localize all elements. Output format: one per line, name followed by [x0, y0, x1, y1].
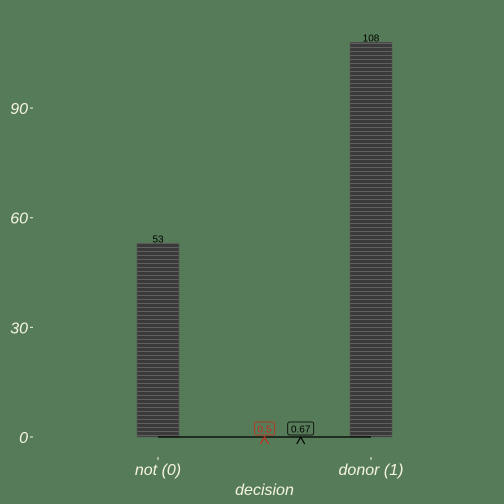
- threshold-label-box: [287, 421, 315, 436]
- y-tick-label: 60: [10, 211, 28, 228]
- threshold-marker: 0.5: [254, 421, 275, 445]
- threshold-label: 0.5: [258, 425, 272, 436]
- bar: [349, 41, 393, 438]
- bar-value-labels: 53 108: [152, 33, 379, 245]
- bar: [136, 242, 180, 438]
- x-tick-label: not (0): [135, 462, 181, 479]
- threshold-caret: [296, 435, 306, 445]
- y-axis: 0 30 60 90: [10, 101, 33, 447]
- threshold-marker: 0.67: [287, 421, 315, 445]
- bar-value-label: 53: [152, 234, 164, 245]
- threshold-label: 0.67: [291, 425, 311, 436]
- x-axis: not (0) donor (1): [135, 457, 404, 479]
- threshold-label-box: [254, 421, 275, 436]
- threshold-annotations: 0.5 0.67: [254, 421, 315, 445]
- threshold-caret: [259, 435, 270, 445]
- bars: [136, 41, 393, 438]
- x-axis-title: decision: [235, 482, 294, 499]
- y-tick-label: 30: [10, 320, 28, 337]
- x-tick-label: donor (1): [339, 462, 404, 479]
- bar-value-label: 108: [363, 33, 380, 44]
- y-tick-label: 90: [10, 101, 28, 118]
- y-tick-label: 0: [19, 430, 28, 447]
